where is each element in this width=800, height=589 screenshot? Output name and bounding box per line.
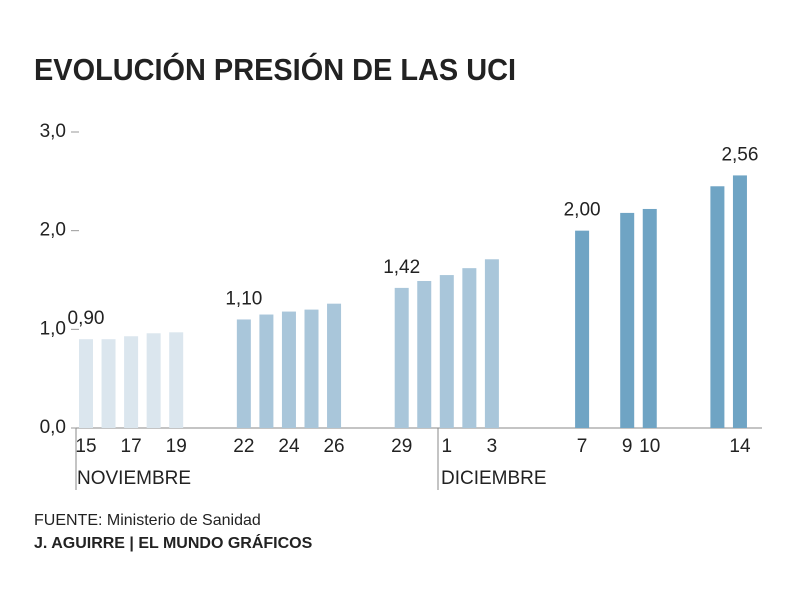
bar [79,339,93,428]
x-tick-label: 29 [391,436,412,457]
x-tick-label: 9 [622,436,633,457]
month-label: NOVIEMBRE [77,468,191,489]
bar [394,287,409,428]
source: FUENTE: Ministerio de Sanidad [34,512,261,529]
x-tick-label: 1 [442,436,453,457]
x-tick-label: 15 [75,436,96,457]
bar [484,259,499,428]
bar [620,212,635,428]
y-tick-label: 0,0 [40,417,66,438]
bar [327,303,342,428]
x-tick-label: 24 [278,436,300,457]
bar [169,332,184,428]
credit: J. AGUIRRE | EL MUNDO GRÁFICOS [34,533,313,552]
bar [575,230,590,428]
bar [281,311,296,428]
chart-title: EVOLUCIÓN PRESIÓN DE LAS UCI [34,51,516,87]
bar [417,280,432,428]
x-tick-label: 7 [577,436,588,457]
value-label: 0,90 [68,308,105,329]
bar [101,339,116,428]
x-tick-label: 10 [639,436,660,457]
value-label: 2,00 [564,200,601,221]
bar [146,333,161,428]
bar [642,208,657,428]
y-tick-label: 3,0 [40,121,66,142]
bar [304,309,319,428]
bar [710,186,725,428]
x-tick-label: 14 [729,436,751,457]
x-tick-label: 19 [166,436,187,457]
bar [259,314,274,428]
x-tick-label: 22 [233,436,254,457]
bar [732,175,747,428]
x-tick-label: 26 [323,436,344,457]
x-tick-label: 3 [487,436,498,457]
value-label: 1,10 [225,288,262,309]
bar [124,336,139,428]
bar [439,275,454,428]
bar [236,319,251,428]
month-label: DICIEMBRE [441,468,547,489]
y-tick-label: 1,0 [40,318,66,339]
y-tick-label: 2,0 [40,220,66,241]
value-label: 2,56 [721,144,758,165]
value-label: 1,42 [383,257,420,278]
bar [462,268,477,428]
x-tick-label: 17 [121,436,142,457]
